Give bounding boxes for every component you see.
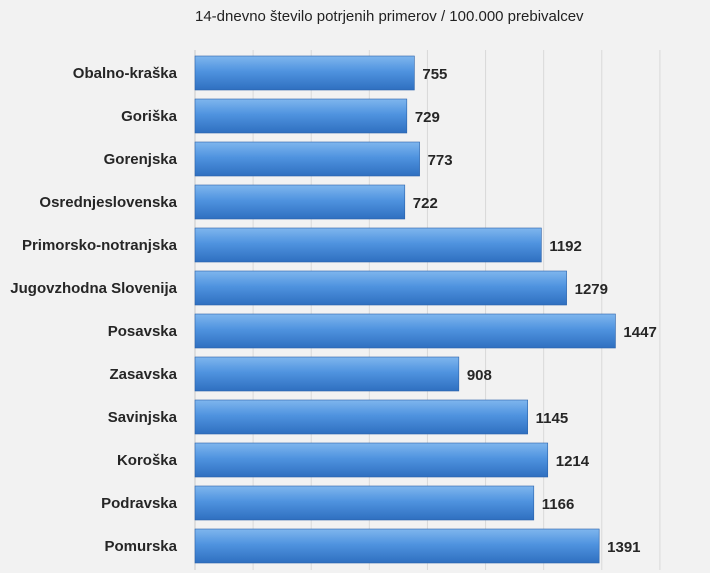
- category-label: Gorenjska: [104, 151, 178, 168]
- data-label: 1192: [549, 238, 582, 255]
- data-label: 1166: [542, 496, 575, 513]
- bar: [194, 98, 408, 134]
- category-label: Goriška: [121, 108, 178, 125]
- bar: [194, 485, 535, 521]
- data-label: 1145: [536, 410, 569, 427]
- bar: [194, 141, 420, 177]
- category-label: Podravska: [101, 495, 178, 512]
- data-label: 773: [428, 152, 453, 169]
- data-label: 729: [415, 109, 440, 126]
- bar: [194, 399, 528, 435]
- data-label: 908: [467, 367, 492, 384]
- bar: [194, 184, 406, 220]
- category-label: Jugovzhodna Slovenija: [10, 280, 177, 297]
- category-label: Zasavska: [109, 366, 177, 383]
- data-label: 1214: [556, 453, 590, 470]
- bar: [194, 270, 567, 306]
- category-label: Osrednjeslovenska: [39, 194, 177, 211]
- data-label: 1447: [623, 324, 656, 341]
- bar: [194, 313, 616, 349]
- data-label: 1279: [575, 281, 608, 298]
- chart-title: 14-dnevno število potrjenih primerov / 1…: [195, 8, 584, 25]
- data-label: 1391: [607, 539, 640, 556]
- category-label: Primorsko-notranjska: [22, 237, 178, 254]
- bar: [194, 55, 415, 91]
- data-label: 722: [413, 195, 438, 212]
- bar: [194, 442, 549, 478]
- bar: [194, 227, 542, 263]
- bar: [194, 356, 460, 392]
- category-label: Pomurska: [104, 538, 177, 555]
- data-label: 755: [422, 66, 447, 83]
- category-label: Posavska: [108, 323, 178, 340]
- category-label: Obalno-kraška: [73, 65, 178, 82]
- bar: [194, 528, 600, 564]
- category-label: Koroška: [117, 452, 178, 469]
- category-label: Savinjska: [108, 409, 178, 426]
